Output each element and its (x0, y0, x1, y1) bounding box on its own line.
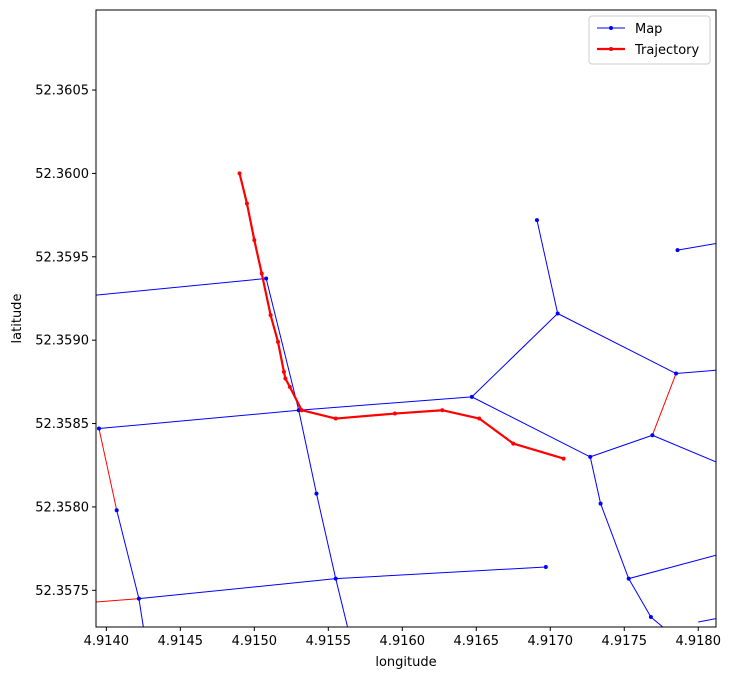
trajectory-point (333, 416, 338, 421)
x-tick-label: 4.9180 (675, 634, 721, 649)
map-segment (650, 616, 664, 627)
map-segment (557, 313, 677, 374)
map-node (114, 508, 119, 513)
map-segment (628, 578, 652, 618)
plot-data (96, 171, 716, 627)
map-node (469, 394, 474, 399)
legend-map-marker (609, 26, 613, 30)
map-segment (116, 510, 140, 599)
map-segment (265, 278, 300, 411)
map-segment (652, 434, 716, 463)
map-segment (298, 396, 472, 411)
map-node (648, 614, 653, 619)
map-segment (677, 242, 716, 251)
legend: Map Trajectory (588, 15, 711, 65)
map-node (96, 426, 101, 431)
map-segment (96, 277, 267, 296)
map-node (264, 276, 269, 281)
map-segment (590, 434, 653, 458)
trajectory-point (477, 416, 482, 421)
map-segment (589, 456, 602, 504)
trajectory-point (244, 201, 249, 206)
map-segment (335, 566, 546, 580)
trajectory-point (440, 408, 445, 413)
map-node (333, 576, 338, 581)
map-node (296, 408, 301, 413)
x-tick-label: 4.9140 (84, 634, 130, 649)
map-node (136, 596, 141, 601)
map-segment (471, 396, 591, 458)
y-tick-label: 52.3595 (35, 250, 89, 265)
map-node (588, 454, 593, 459)
map-segment (471, 313, 559, 398)
y-axis-label: latitude (10, 294, 25, 344)
map-segment (98, 409, 299, 430)
map-segment (335, 578, 349, 627)
x-tick-label: 4.9175 (602, 634, 648, 649)
trajectory-point (287, 384, 292, 389)
y-tick-label: 52.3585 (35, 417, 89, 432)
legend-trajectory-label: Trajectory (634, 43, 699, 58)
y-tick-label: 52.3580 (35, 500, 89, 515)
legend-map-label: Map (635, 22, 662, 37)
x-tick-label: 4.9165 (454, 634, 500, 649)
trajectory-point (299, 408, 304, 413)
y-tick-label: 52.3575 (35, 584, 89, 599)
x-tick-label: 4.9155 (306, 634, 352, 649)
trajectory-point (276, 339, 281, 344)
x-tick-label: 4.9150 (232, 634, 278, 649)
x-axis-label: longitude (375, 655, 436, 670)
trajectory-point (392, 411, 397, 416)
trajectory-line (238, 173, 564, 460)
map-node (534, 218, 539, 223)
map-node (555, 311, 560, 316)
trajectory-point (511, 441, 516, 446)
legend-trajectory-marker (609, 47, 613, 51)
axis-ticks: 4.9140 4.9145 4.9150 4.9155 4.9160 4.9165 4.91… (35, 84, 721, 649)
map-segment (298, 410, 317, 494)
connector-segment (651, 373, 677, 436)
x-tick-label: 4.9145 (158, 634, 204, 649)
y-tick-label: 52.3600 (35, 167, 89, 182)
y-tick-label: 52.3590 (35, 334, 89, 349)
trajectory-point (259, 271, 264, 276)
map-node (626, 576, 631, 581)
connector-segment (96, 598, 139, 603)
map-segment (138, 578, 336, 600)
y-tick-label: 52.3605 (35, 84, 89, 99)
map-node (598, 501, 603, 506)
map-node (650, 433, 655, 438)
map-segment (600, 503, 630, 579)
map-node (674, 371, 679, 376)
map-node (543, 564, 548, 569)
map-segment (315, 493, 337, 579)
connector-segment (98, 428, 118, 511)
trajectory-point (237, 171, 242, 176)
trajectory-point (561, 456, 566, 461)
plot-frame (95, 9, 717, 628)
trajectory-point (268, 313, 273, 318)
map-segment (676, 369, 716, 375)
map-node (675, 248, 680, 253)
x-tick-label: 4.9170 (528, 634, 574, 649)
map-segment (628, 554, 716, 580)
map-segment (536, 220, 559, 314)
trajectory-point (281, 369, 286, 374)
map-segment (138, 598, 144, 627)
map-node (314, 491, 319, 496)
x-tick-label: 4.9160 (380, 634, 426, 649)
trajectory-point (283, 376, 288, 381)
map-segment (698, 618, 716, 623)
trajectory-point (252, 238, 257, 243)
